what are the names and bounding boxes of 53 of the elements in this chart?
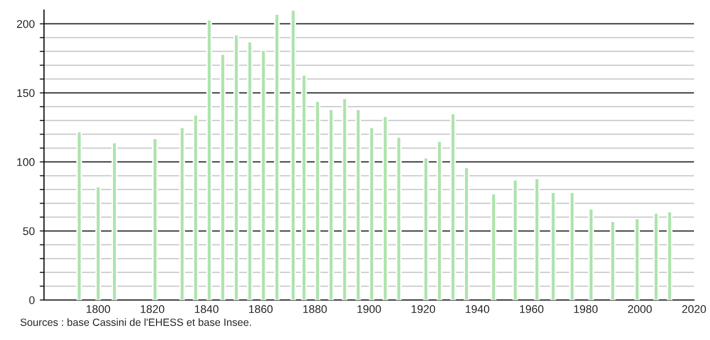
bar bbox=[95, 186, 102, 300]
bar bbox=[666, 210, 672, 300]
bar bbox=[233, 34, 240, 300]
bar bbox=[206, 18, 212, 300]
bar bbox=[512, 179, 518, 300]
bar bbox=[464, 166, 470, 300]
bar bbox=[423, 157, 429, 300]
bar bbox=[450, 112, 456, 300]
bar bbox=[534, 178, 540, 300]
bar bbox=[112, 142, 118, 300]
source-note: Sources : base Cassini de l'EHESS et base Insee. bbox=[20, 318, 251, 326]
x-tick-label: 1980 bbox=[574, 305, 598, 314]
bar bbox=[274, 13, 280, 300]
y-tick-label: 100 bbox=[17, 158, 35, 166]
bar bbox=[436, 140, 442, 300]
x-tick-label: 1900 bbox=[357, 305, 381, 314]
bar bbox=[220, 53, 226, 300]
bar bbox=[192, 114, 199, 300]
x-tick-label: 1920 bbox=[412, 305, 436, 314]
bar bbox=[260, 49, 266, 300]
x-tick-label: 1940 bbox=[466, 305, 490, 314]
x-tick-label: 1820 bbox=[140, 305, 164, 314]
bar bbox=[290, 10, 296, 300]
bar bbox=[382, 116, 388, 300]
bar bbox=[653, 212, 659, 300]
bar bbox=[610, 220, 616, 300]
bar bbox=[179, 126, 185, 300]
bar bbox=[550, 192, 556, 300]
x-tick-label: 2020 bbox=[682, 305, 706, 314]
x-tick-label: 2000 bbox=[628, 305, 652, 314]
bar bbox=[76, 130, 82, 300]
bar bbox=[634, 218, 640, 300]
bar bbox=[314, 100, 320, 300]
bar bbox=[396, 136, 402, 300]
bar bbox=[368, 126, 375, 300]
y-tick-label: 150 bbox=[17, 89, 35, 97]
bar bbox=[490, 192, 496, 300]
x-tick-label: 1860 bbox=[249, 305, 273, 314]
bar bbox=[301, 74, 307, 300]
y-tick-label: 200 bbox=[16, 20, 35, 28]
bar bbox=[342, 98, 348, 300]
x-tick-label: 1960 bbox=[520, 305, 544, 314]
bar bbox=[588, 208, 594, 300]
x-tick-label: 1880 bbox=[303, 305, 327, 314]
y-tick-label: 50 bbox=[23, 227, 35, 236]
bar bbox=[328, 108, 334, 300]
bar bbox=[569, 192, 575, 300]
bar bbox=[152, 138, 158, 300]
bar bbox=[246, 41, 253, 300]
x-tick-label: 1800 bbox=[86, 305, 110, 314]
bar bbox=[355, 108, 362, 300]
x-tick-label: 1840 bbox=[194, 305, 218, 314]
y-tick-label: 0 bbox=[29, 296, 35, 304]
